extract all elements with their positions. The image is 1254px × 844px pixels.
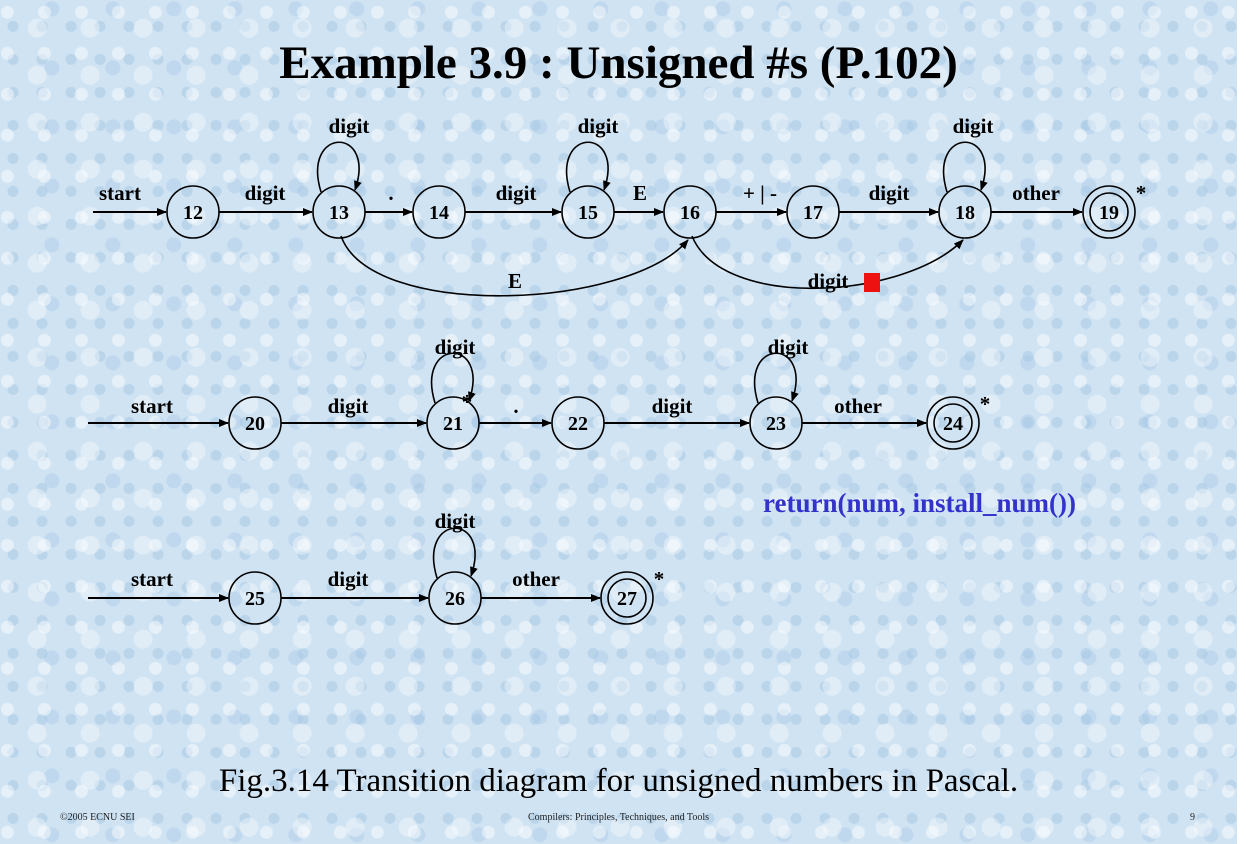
state-19-circle bbox=[1082, 185, 1136, 239]
state-22-label: 22 bbox=[568, 413, 588, 435]
edge-15-16-label: E bbox=[633, 181, 647, 205]
state-20-label: 20 bbox=[245, 413, 265, 435]
loop-26-edge bbox=[432, 527, 478, 579]
state-27-accept-ring bbox=[607, 578, 647, 618]
highlight-marker bbox=[864, 273, 880, 292]
state-26-circle bbox=[428, 571, 482, 625]
state-14-label: 14 bbox=[429, 202, 449, 224]
edge-25-26-label: digit bbox=[328, 567, 369, 591]
edge-23-24-label: other bbox=[834, 394, 882, 418]
right-margin bbox=[1237, 0, 1254, 844]
start-label: start bbox=[131, 567, 173, 591]
state-16-circle bbox=[663, 185, 717, 239]
state-23-label: 23 bbox=[766, 413, 786, 435]
edge-17-18-label: digit bbox=[869, 181, 910, 205]
state-22-circle bbox=[551, 396, 605, 450]
loop-15-label: digit bbox=[578, 114, 619, 138]
state-16-label: 16 bbox=[680, 202, 700, 224]
state-24-label: 24 bbox=[943, 413, 963, 435]
state-27-star: * bbox=[654, 567, 665, 591]
state-19-label: 19 bbox=[1099, 202, 1119, 224]
footer-page-number: 9 bbox=[1190, 812, 1195, 823]
arc-16-18-edge bbox=[691, 235, 964, 290]
edge-20-21-label: digit bbox=[328, 394, 369, 418]
loop-21-label: digit bbox=[435, 335, 476, 359]
state-25-label: 25 bbox=[245, 588, 265, 610]
edge-16-17-label: + | - bbox=[743, 181, 777, 205]
loop-13-edge bbox=[316, 141, 362, 193]
loop-18-edge bbox=[942, 141, 988, 193]
arc-13-16-edge bbox=[340, 235, 689, 297]
start-label: start bbox=[99, 181, 141, 205]
edge-14-15-label: digit bbox=[496, 181, 537, 205]
state-21-circle bbox=[426, 396, 480, 450]
loop-15-edge bbox=[565, 141, 611, 193]
state-19-accept-ring bbox=[1089, 192, 1129, 232]
loop-18-label: digit bbox=[953, 114, 994, 138]
state-15-circle bbox=[561, 185, 615, 239]
state-17-label: 17 bbox=[803, 202, 823, 224]
state-13-label: 13 bbox=[329, 202, 349, 224]
state-27-circle bbox=[600, 571, 654, 625]
slide-title: Example 3.9 : Unsigned #s (P.102) bbox=[279, 37, 958, 89]
state-24-accept-ring bbox=[933, 403, 973, 443]
loop-21-edge bbox=[430, 352, 476, 404]
state-24-star: * bbox=[980, 392, 991, 416]
loop-23-edge bbox=[753, 352, 799, 404]
loop-26-label: digit bbox=[435, 509, 476, 533]
footer-copyright: ©2005 ECNU SEI bbox=[60, 812, 135, 823]
loop-13-label: digit bbox=[329, 114, 370, 138]
state-20-circle bbox=[228, 396, 282, 450]
state-15-label: 15 bbox=[578, 202, 598, 224]
state-12-label: 12 bbox=[183, 202, 203, 224]
state-24-circle bbox=[926, 396, 980, 450]
return-action-text: return(num, install_num()) bbox=[763, 488, 1076, 518]
state-18-label: 18 bbox=[955, 202, 975, 224]
footer-book-title: Compilers: Principles, Techniques, and T… bbox=[528, 812, 709, 823]
state-23-circle bbox=[749, 396, 803, 450]
state-17-circle bbox=[786, 185, 840, 239]
figure-caption: Fig.3.14 Transition diagram for unsigned… bbox=[218, 763, 1019, 799]
edge-18-19-label: other bbox=[1012, 181, 1060, 205]
state-26-label: 26 bbox=[445, 588, 465, 610]
state-25-circle bbox=[228, 571, 282, 625]
start-label: start bbox=[131, 394, 173, 418]
loop-23-label: digit bbox=[768, 335, 809, 359]
state-21-star: * bbox=[462, 390, 473, 414]
state-12-circle bbox=[166, 185, 220, 239]
state-18-circle bbox=[938, 185, 992, 239]
edge-12-13-label: digit bbox=[245, 181, 286, 205]
edge-22-23-label: digit bbox=[652, 394, 693, 418]
edge-26-27-label: other bbox=[512, 567, 560, 591]
state-14-circle bbox=[412, 185, 466, 239]
edge-13-14-label: . bbox=[388, 181, 393, 205]
state-19-star: * bbox=[1136, 181, 1147, 205]
arc-16-18-label: digit bbox=[808, 269, 849, 293]
state-13-circle bbox=[312, 185, 366, 239]
state-21-label: 21 bbox=[443, 413, 463, 435]
arc-13-16-label: E bbox=[508, 269, 522, 293]
state-27-label: 27 bbox=[617, 588, 637, 610]
edge-21-22-label: . bbox=[513, 394, 518, 418]
